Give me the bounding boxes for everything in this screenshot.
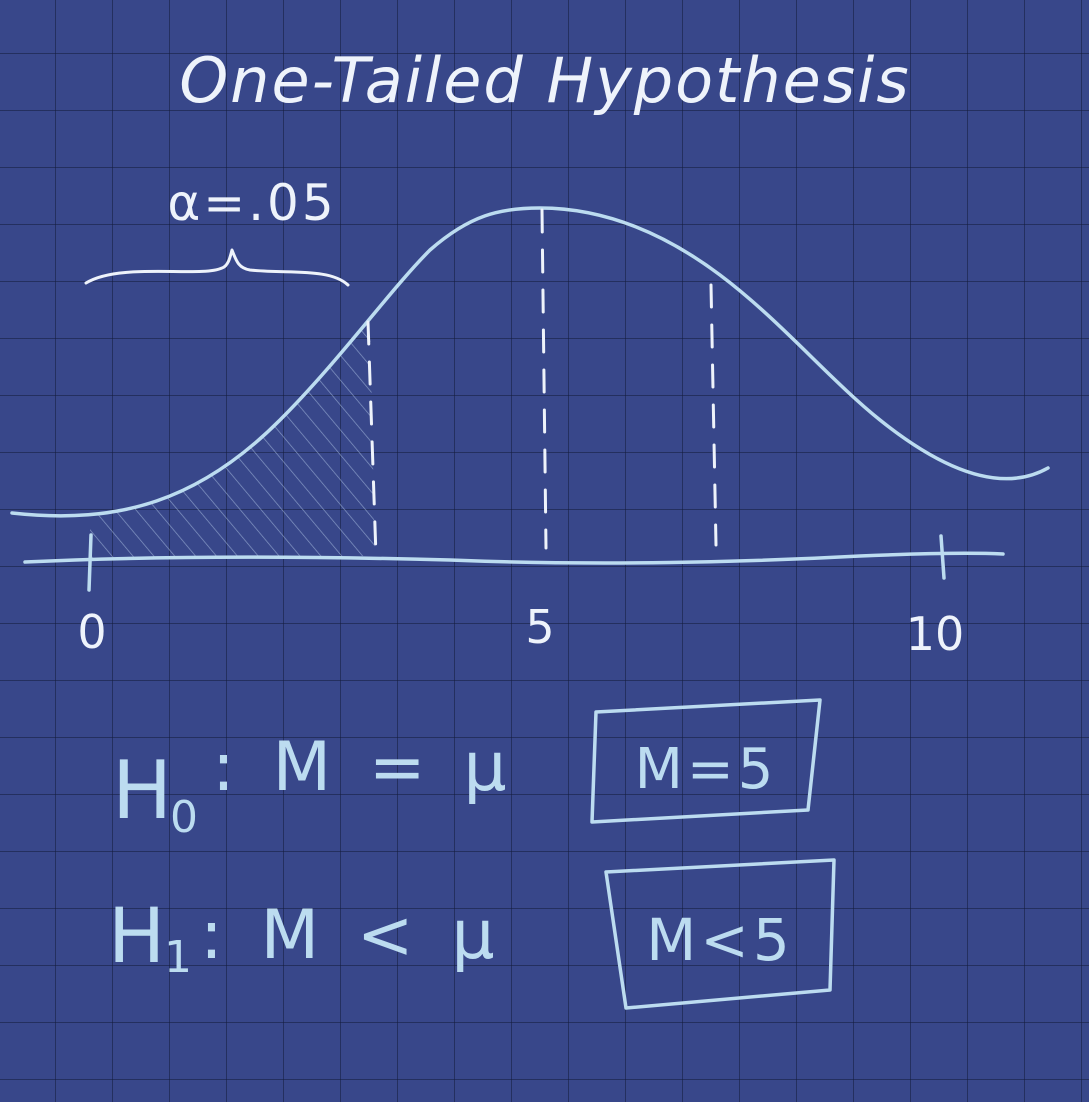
tick-mark-10 [939,534,946,580]
sd-line [709,283,718,547]
rejection-region [90,320,375,560]
alpha-brace [84,248,350,287]
h0-statement: : M = μ [212,728,515,807]
h0-subscript: 0 [170,792,198,843]
diagram-title: One-Tailed Hypothesis [179,44,910,117]
critical-value-line [366,320,378,558]
tick-label-5: 5 [525,600,554,654]
alternative-hypothesis: H 1 : M < μ M<5 [108,858,836,1010]
h1-subscript: 1 [164,932,192,983]
x-axis-line [23,551,1005,565]
null-hypothesis: H 0 : M = μ M=5 [112,698,822,843]
alpha-label: α=.05 [167,174,336,232]
h1-boxed-value: M<5 [646,906,794,974]
normal-curve [10,206,1050,518]
tick-label-10: 10 [906,607,965,661]
h0-box [590,698,822,824]
h0-symbol: H [112,744,172,837]
h1-statement: : M < μ [200,896,503,975]
h1-box [604,858,836,1010]
h0-boxed-value: M=5 [635,737,778,802]
tick-mark-0 [87,533,93,592]
h1-symbol: H [108,891,165,980]
tick-label-0: 0 [77,605,106,659]
mean-line [540,208,548,550]
